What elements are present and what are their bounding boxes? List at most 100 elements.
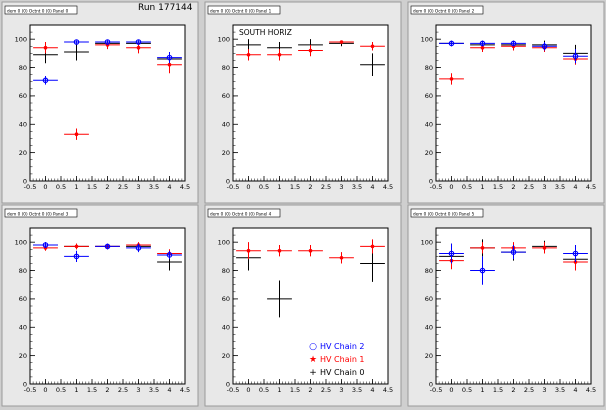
x-tick-label: 1 [74, 183, 78, 191]
legend-marker-chain2: ○ [309, 341, 317, 352]
x-tick-label: 0 [449, 386, 453, 394]
x-tick-label: 1.5 [493, 386, 503, 394]
point-chain1-x1 [267, 49, 292, 61]
point-chain2-x2 [95, 39, 120, 45]
x-tick-label: 3.5 [352, 183, 362, 191]
x-tick-label: 1.5 [290, 183, 300, 191]
legend-item-chain0: + HV Chain 0 [306, 366, 386, 379]
circle-marker [572, 53, 579, 60]
point-chain1-x0 [33, 42, 58, 54]
point-chain1-x1 [267, 245, 292, 257]
x-tick-label: 0 [246, 183, 250, 191]
star-marker [43, 45, 48, 50]
point-chain1-x0 [439, 73, 464, 85]
x-tick-label: -0.5 [24, 386, 37, 394]
y-tick-label: 60 [19, 295, 27, 303]
x-tick-label: 0.5 [462, 183, 472, 191]
circle-marker [73, 39, 80, 45]
star-marker [339, 40, 344, 44]
point-chain0-x0 [236, 39, 261, 51]
point-chain0-x4 [360, 53, 385, 77]
circle-marker [479, 267, 486, 274]
x-tick-label: 4 [573, 386, 577, 394]
x-tick-label: 2.5 [524, 183, 534, 191]
circle-marker [448, 40, 455, 47]
point-chain1-x1 [64, 128, 89, 140]
point-chain2-x1 [470, 40, 495, 47]
circle-marker [42, 242, 49, 248]
circle-marker [510, 40, 517, 47]
chart-panel-1: dem 0 (0) Octnt 0 (0) Panel 1-0.5 0 0.5 1 1.… [204, 1, 402, 204]
x-tick-label: 2 [105, 386, 109, 394]
x-tick-label: 4 [573, 183, 577, 191]
x-tick-label: 3 [339, 183, 343, 191]
chart-title: dem 0 (0) Octnt 0 (0) Panel 1 [210, 8, 272, 13]
legend-item-chain1: ★ HV Chain 1 [306, 353, 386, 366]
circle-marker [42, 77, 49, 84]
star-marker [449, 77, 454, 81]
point-chain2-x4 [563, 245, 588, 263]
x-tick-label: 4 [167, 386, 171, 394]
chart-title: dem 0 (0) Octnt 0 (0) Panel 0 [7, 8, 69, 13]
x-tick-label: 0.5 [56, 386, 66, 394]
y-tick-label: 60 [425, 295, 433, 303]
x-tick-label: 3 [339, 386, 343, 394]
x-tick-label: 3.5 [555, 183, 565, 191]
x-tick-label: 0.5 [56, 183, 66, 191]
plot-area [29, 227, 186, 385]
star-marker [573, 260, 578, 264]
y-tick-label: 40 [222, 121, 230, 129]
x-tick-label: 1 [480, 183, 484, 191]
y-tick-label: 80 [19, 267, 27, 275]
circle-marker [104, 39, 111, 45]
star-marker [136, 45, 141, 50]
point-chain2-x1 [470, 256, 495, 285]
point-chain2-x1 [64, 39, 89, 45]
x-tick-label: 0 [43, 386, 47, 394]
point-chain2-x1 [64, 250, 89, 263]
x-tick-label: 2.5 [321, 183, 331, 191]
circle-marker [73, 253, 80, 260]
x-tick-label: 2 [511, 183, 515, 191]
legend-marker-chain1: ★ [308, 354, 318, 365]
x-tick-label: 2 [105, 183, 109, 191]
point-chain1-x1 [470, 242, 495, 254]
circle-marker [448, 250, 455, 257]
y-tick-label: 40 [19, 121, 27, 129]
chart-panel-4: dem 0 (0) Octnt 0 (0) Panel 4-0.5 0 0.5 1 1.… [204, 204, 402, 407]
point-chain1-x3 [532, 242, 557, 254]
title-box [4, 208, 78, 218]
circle-marker [135, 39, 142, 45]
y-tick-label: 20 [222, 149, 230, 157]
point-chain2-x0 [33, 76, 58, 85]
point-chain2-x2 [501, 245, 526, 260]
y-tick-label: 0 [429, 380, 433, 388]
star-marker [542, 246, 547, 250]
legend: ○ HV Chain 2 ★ HV Chain 1 + HV Chain 0 [306, 340, 386, 379]
x-tick-label: 4.5 [180, 183, 190, 191]
chart-title: dem 0 (0) Octnt 0 (0) Panel 4 [210, 211, 272, 216]
x-tick-label: 0.5 [259, 183, 269, 191]
title-box [410, 5, 484, 15]
legend-item-chain2: ○ HV Chain 2 [306, 340, 386, 353]
y-tick-label: 20 [19, 149, 27, 157]
x-tick-label: 0 [246, 386, 250, 394]
chart-panel-3: dem 0 (0) Octnt 0 (0) Panel 3-0.5 0 0.5 1 1.… [1, 204, 199, 407]
circle-marker [166, 252, 173, 258]
star-marker [308, 248, 313, 253]
y-tick-label: 80 [222, 267, 230, 275]
x-tick-label: -0.5 [430, 183, 443, 191]
star-marker [308, 48, 313, 53]
x-tick-label: 1 [480, 386, 484, 394]
circle-marker [541, 43, 548, 50]
plot-area [29, 24, 186, 182]
legend-label-chain1: HV Chain 1 [320, 355, 365, 364]
panel-annotation: SOUTH HORIZ [239, 28, 292, 37]
x-tick-label: -0.5 [227, 386, 240, 394]
circle-marker [479, 40, 486, 47]
x-tick-label: 4.5 [586, 183, 596, 191]
point-chain2-x4 [157, 250, 182, 260]
x-tick-label: 3 [542, 183, 546, 191]
x-tick-label: 3 [542, 386, 546, 394]
